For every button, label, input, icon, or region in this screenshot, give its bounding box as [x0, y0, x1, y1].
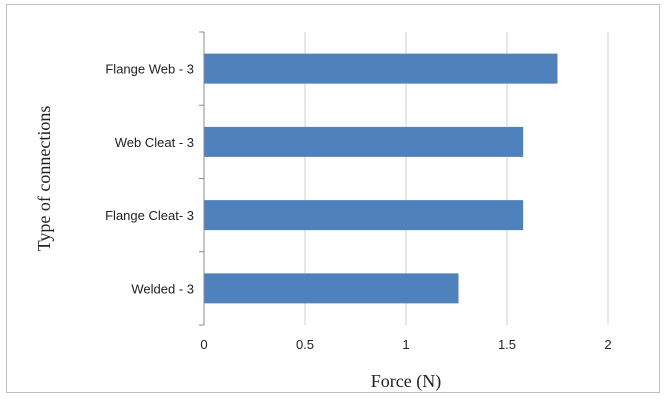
x-tick-label-3: 1.5 [498, 337, 516, 352]
x-tick-label-2: 1 [402, 337, 409, 352]
bars [204, 53, 558, 304]
category-labels: Flange Web - 3 Web Cleat - 3 Flange Cleat-… [105, 62, 194, 297]
category-label-3: Welded - 3 [131, 281, 194, 296]
category-label-2: Flange Cleat- 3 [105, 208, 194, 223]
bar-0 [204, 53, 558, 84]
x-tick-labels: 0 0.5 1 1.5 2 [200, 337, 611, 352]
bar-1 [204, 126, 524, 157]
x-tick-label-1: 0.5 [296, 337, 314, 352]
y-axis-title: Type of connections [34, 106, 54, 252]
x-tick-label-0: 0 [200, 337, 207, 352]
bar-2 [204, 200, 524, 231]
category-label-1: Web Cleat - 3 [115, 135, 194, 150]
bar-3 [204, 273, 459, 304]
x-tick-label-4: 2 [604, 337, 611, 352]
axes [199, 31, 205, 326]
category-label-0: Flange Web - 3 [105, 62, 194, 77]
x-axis-title: Force (N) [371, 371, 441, 392]
